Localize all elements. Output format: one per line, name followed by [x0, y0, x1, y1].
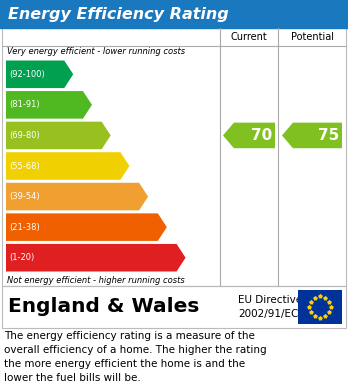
Text: C: C — [112, 128, 123, 143]
Text: B: B — [93, 97, 105, 112]
Text: England & Wales: England & Wales — [8, 298, 199, 316]
Text: (1-20): (1-20) — [9, 253, 34, 262]
Text: F: F — [168, 220, 178, 235]
Text: Very energy efficient - lower running costs: Very energy efficient - lower running co… — [7, 47, 185, 56]
Bar — [0, 0, 348, 28]
Polygon shape — [6, 244, 185, 271]
Text: Current: Current — [231, 32, 267, 42]
Polygon shape — [223, 123, 275, 148]
Bar — [2, 286, 346, 328]
Text: E: E — [149, 189, 159, 204]
Text: (69-80): (69-80) — [9, 131, 40, 140]
Polygon shape — [6, 122, 111, 149]
Text: (92-100): (92-100) — [9, 70, 45, 79]
Text: 70: 70 — [251, 128, 272, 143]
Text: Energy Efficiency Rating: Energy Efficiency Rating — [8, 7, 229, 22]
Text: G: G — [187, 250, 199, 265]
Text: A: A — [74, 67, 86, 82]
Polygon shape — [6, 213, 167, 241]
Text: (55-68): (55-68) — [9, 161, 40, 170]
Text: (81-91): (81-91) — [9, 100, 40, 109]
Polygon shape — [6, 183, 148, 210]
Polygon shape — [6, 91, 92, 118]
Text: (39-54): (39-54) — [9, 192, 40, 201]
Text: (21-38): (21-38) — [9, 222, 40, 231]
Text: Not energy efficient - higher running costs: Not energy efficient - higher running co… — [7, 276, 185, 285]
Text: Potential: Potential — [291, 32, 333, 42]
Text: 75: 75 — [318, 128, 339, 143]
Text: EU Directive
2002/91/EC: EU Directive 2002/91/EC — [238, 295, 302, 319]
Bar — [2, 28, 346, 286]
Polygon shape — [282, 123, 342, 148]
Polygon shape — [6, 152, 129, 180]
Text: The energy efficiency rating is a measure of the
overall efficiency of a home. T: The energy efficiency rating is a measur… — [4, 331, 267, 383]
Polygon shape — [6, 61, 73, 88]
Text: D: D — [130, 158, 143, 174]
Bar — [298, 290, 342, 324]
